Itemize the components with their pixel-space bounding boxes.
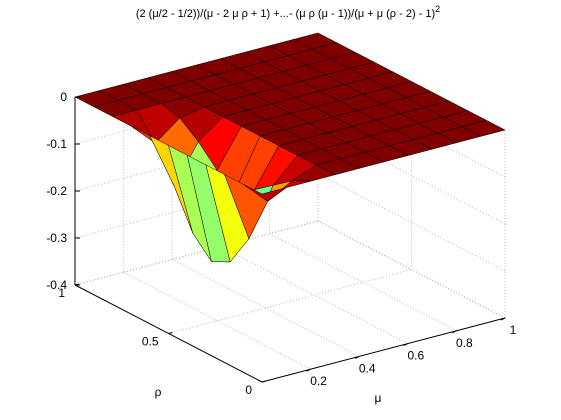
z-tick-label: 0: [60, 90, 67, 104]
x-tick: [403, 343, 409, 347]
x-tick-label: 0.4: [359, 361, 376, 375]
x-tick-label: 1: [510, 323, 517, 337]
grid-line: [317, 173, 506, 272]
y-tick-label: 1: [58, 286, 65, 300]
x-tick-label: 0.6: [407, 349, 424, 363]
grid-line: [123, 271, 311, 370]
z-tick-label: -0.3: [46, 231, 67, 245]
grid-line: [171, 258, 360, 357]
x-tick: [306, 368, 311, 372]
grid-line: [317, 220, 506, 319]
z-tick-label: -0.2: [46, 184, 67, 198]
surface-patch: [243, 184, 287, 202]
grid-line: [317, 126, 506, 225]
x-tick: [452, 330, 457, 334]
chart-title: (2 (μ/2 - 1/2))/(μ - 2 μ ρ + 1) +...- (μ…: [136, 4, 440, 20]
y-tick: [168, 332, 173, 334]
x-tick-label: 0.2: [310, 374, 327, 388]
x-axis: [261, 317, 506, 383]
x-tick: [354, 355, 360, 359]
y-tick-label: 0.5: [142, 335, 159, 349]
y-tick-label: 0: [245, 383, 252, 397]
z-tick-label: -0.4: [46, 278, 67, 292]
x-tick: [500, 317, 506, 321]
title-exponent: 2: [435, 4, 440, 14]
y-tick: [261, 380, 267, 383]
title-text: (2 (μ/2 - 1/2))/(μ - 2 μ ρ + 1) +...- (μ…: [136, 8, 435, 20]
x-tick-label: 0.8: [456, 336, 473, 350]
y-axis-label: ρ: [155, 385, 162, 399]
z-tick-label: -0.1: [46, 137, 67, 151]
x-axis-label: μ: [375, 391, 382, 405]
